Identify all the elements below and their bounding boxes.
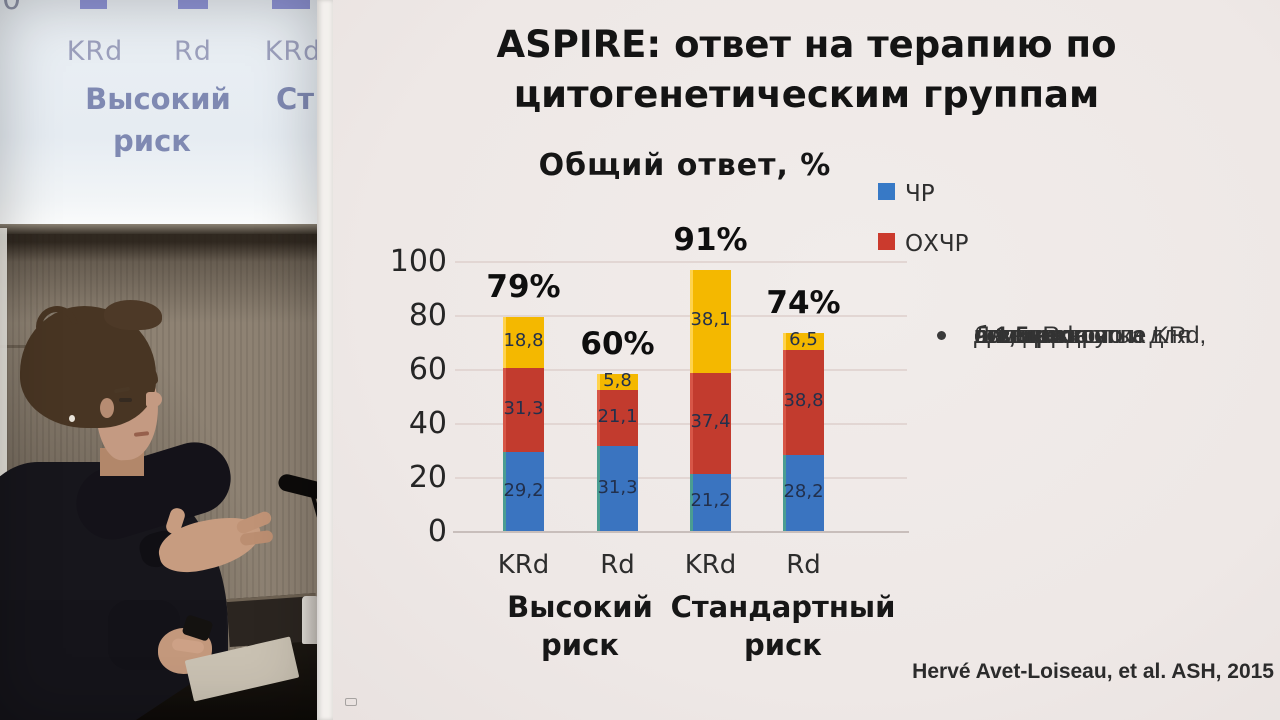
screen-bottom-edge bbox=[0, 224, 317, 234]
speaker-ear bbox=[100, 398, 114, 418]
bar-total-label: 60% bbox=[580, 325, 655, 362]
citation: Hervé Avet-Loiseau, et al. ASH, 2015 bbox=[912, 660, 1274, 683]
gridline bbox=[455, 261, 907, 263]
bar-segment-ОХЧР bbox=[597, 389, 638, 447]
bar-total-label: 79% bbox=[486, 268, 561, 305]
stacked-bar-chart: 0 20 40 60 80 100 29,2 31,3 18,8 79% KRd 31,3 21,1 5,… bbox=[333, 0, 1280, 720]
gridline bbox=[455, 369, 907, 371]
gridline bbox=[455, 315, 907, 317]
bar-total-label: 91% bbox=[673, 221, 748, 258]
group-label: Высокий риск bbox=[507, 590, 653, 662]
x-axis-line bbox=[453, 531, 909, 533]
projection-screen: 0 KRd Rd KRd Высокий риск Ст bbox=[0, 0, 317, 228]
frame-divider bbox=[317, 0, 333, 720]
presentation-slide: ASPIRE: ответ на терапию по цитогенетиче… bbox=[333, 0, 1280, 720]
bar-segment-ЧР bbox=[783, 454, 824, 531]
segment-value-label: 31,3 bbox=[597, 476, 638, 498]
mini-bar bbox=[178, 0, 208, 9]
group-label: Стандартный риск bbox=[670, 590, 896, 662]
x-category-label: KRd bbox=[684, 550, 737, 580]
bullet-line: больше для bbox=[974, 322, 1108, 349]
gridline bbox=[455, 423, 907, 425]
bar-segment-ЧР bbox=[503, 452, 544, 531]
mini-category-label: Rd bbox=[174, 36, 212, 67]
bar-segment-ЧР bbox=[690, 473, 731, 531]
speaker-nose bbox=[146, 392, 162, 407]
segment-value-label: 21,1 bbox=[597, 406, 638, 427]
chart-title: Общий ответ, % bbox=[538, 148, 832, 183]
mini-bar bbox=[80, 0, 107, 9]
bullet-line: стандартного и для bbox=[974, 322, 1191, 349]
bar-segment-ОХЧР bbox=[783, 350, 824, 455]
y-axis-tick: 40 bbox=[408, 406, 447, 441]
mini-bar bbox=[272, 0, 310, 9]
bullet-line: Длительность bbox=[974, 322, 1130, 349]
slide-title-line2: цитогенетическим группам bbox=[513, 73, 1100, 116]
bullet-icon bbox=[937, 331, 946, 340]
slide-title-line1: ASPIRE: ответ на терапию по bbox=[496, 23, 1117, 66]
y-axis-tick: 60 bbox=[408, 352, 447, 387]
segment-value-label: 28,2 bbox=[783, 480, 824, 502]
bar-segment-yellow bbox=[690, 269, 731, 373]
legend-swatch bbox=[878, 233, 895, 250]
bar-segment-ОХЧР bbox=[503, 367, 544, 453]
mini-category-label: KRd bbox=[264, 36, 317, 67]
legend-swatch bbox=[878, 183, 895, 200]
bar-segment-yellow bbox=[503, 316, 544, 368]
x-category-label: Rd bbox=[786, 550, 821, 580]
segment-value-label: 21,2 bbox=[690, 490, 731, 512]
speaker-eye bbox=[119, 398, 132, 402]
y-axis-tick: 80 bbox=[408, 298, 447, 333]
segment-value-label: 29,2 bbox=[503, 479, 544, 501]
gridline bbox=[455, 477, 907, 479]
mini-group-label-partial: Ст bbox=[276, 82, 315, 116]
mini-category-label: KRd bbox=[66, 36, 124, 67]
segment-value-label: 37,4 bbox=[690, 411, 731, 433]
bar-segment-yellow bbox=[597, 373, 638, 390]
bar-segment-yellow bbox=[783, 332, 824, 351]
legend-label: ОХЧР bbox=[905, 231, 969, 257]
camera-view: 0 KRd Rd KRd Высокий риск Ст bbox=[0, 0, 317, 720]
speaker-earring bbox=[69, 415, 75, 422]
segment-value-label: 6,5 bbox=[789, 329, 818, 351]
x-category-label: Rd bbox=[600, 550, 635, 580]
bar-total-label: 74% bbox=[766, 284, 841, 321]
bar-segment-ЧР bbox=[597, 446, 638, 531]
x-category-label: KRd bbox=[497, 550, 550, 580]
mini-group-label: Высокий bbox=[85, 82, 231, 116]
segment-value-label: 18,8 bbox=[503, 330, 544, 352]
segment-value-label: 38,8 bbox=[783, 390, 824, 412]
bar-segment-ОХЧР bbox=[690, 372, 731, 474]
segment-value-label: 31,3 bbox=[503, 397, 544, 419]
y-axis-tick: 20 bbox=[408, 460, 447, 495]
cup bbox=[302, 596, 317, 644]
bullet-line: ответа в группе KRd, bbox=[974, 322, 1207, 349]
speaker-hair-tuft bbox=[104, 300, 162, 330]
segment-value-label: 38,1 bbox=[690, 309, 731, 331]
bullet-line: высокого риска bbox=[974, 322, 1146, 349]
mini-ytick-0: 0 bbox=[2, 0, 21, 17]
y-axis-tick: 0 bbox=[427, 514, 447, 549]
y-axis-tick: 100 bbox=[389, 244, 447, 279]
segment-value-label: 5,8 bbox=[603, 369, 632, 391]
legend-label: ЧР bbox=[905, 181, 935, 207]
mini-group-label: риск bbox=[113, 124, 191, 158]
